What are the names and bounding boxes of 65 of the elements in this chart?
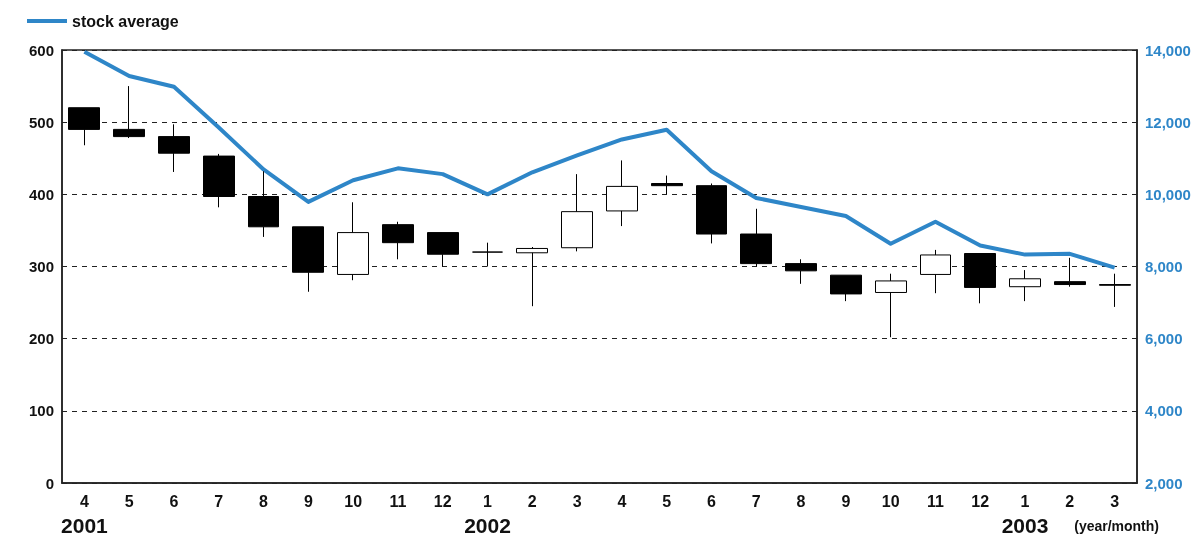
x-tick-label: 1 2003	[1001, 492, 1049, 537]
x-tick-label: 4 2001	[61, 492, 109, 537]
x-tick-label: 10	[344, 492, 363, 510]
x-tick-label: 9	[841, 492, 851, 510]
x-tick-label: 2	[527, 492, 537, 510]
candlestick	[382, 221, 414, 260]
candlestick	[203, 153, 235, 208]
candlestick	[292, 226, 324, 293]
x-tick-label: 5	[662, 492, 672, 510]
x-tick-label: 7	[751, 492, 761, 510]
x-tick-label: 8	[259, 492, 269, 510]
candlestick	[696, 183, 727, 244]
candlestick	[472, 242, 503, 267]
candlestick	[830, 274, 862, 302]
x-tick-label: 6	[169, 492, 179, 510]
x-tick-label: 4	[617, 492, 627, 510]
legend-label: stock average	[72, 12, 179, 30]
x-tick-label: 3	[572, 492, 582, 510]
candlestick	[1054, 257, 1086, 288]
x-tick-label: 2	[1065, 492, 1075, 510]
y-tick-label: 500	[28, 113, 54, 131]
x-tick-label: 3	[1110, 492, 1120, 510]
candlestick	[337, 201, 369, 281]
y2-tick-label: 2,000	[1145, 474, 1183, 492]
candlestick	[113, 85, 145, 139]
y-tick-label: 600	[28, 41, 54, 59]
candlestick	[561, 173, 593, 252]
x-tick-label: 5	[124, 492, 134, 510]
candlestick	[1009, 269, 1041, 302]
candlestick	[248, 170, 279, 238]
x-tick-label: 11	[926, 492, 944, 510]
candlestick	[606, 159, 638, 227]
x-tick-label: 8	[796, 492, 806, 510]
candlestick	[740, 208, 772, 267]
y-tick-label: 0	[45, 474, 54, 492]
candlestick	[516, 246, 548, 307]
y2-tick-label: 6,000	[1145, 330, 1183, 348]
line-series	[82, 49, 1117, 270]
candlestick	[1099, 273, 1131, 308]
y-tick-label: 300	[28, 258, 54, 275]
candlestick	[158, 123, 190, 173]
y2-tick-label: 10,000	[1145, 185, 1191, 203]
x-tick-label: 7	[214, 492, 224, 510]
y-tick-label: 400	[28, 185, 54, 203]
x-tick-label: 9	[303, 492, 313, 510]
candlestick	[785, 258, 817, 285]
text: (year/month)	[1074, 518, 1160, 534]
y2-tick-label: 14,000	[1145, 41, 1191, 59]
y-tick-label: 100	[28, 402, 54, 420]
candlestick	[427, 232, 459, 267]
candlestick	[651, 175, 683, 195]
x-tick-label: 11	[389, 492, 407, 510]
x-tick-label: 1 2002	[464, 492, 511, 537]
x-tick-label: 10	[881, 492, 900, 510]
candlestick	[875, 273, 907, 338]
y-tick-label: 200	[28, 330, 54, 348]
candlestick	[920, 249, 951, 294]
y2-tick-label: 12,000	[1145, 113, 1191, 131]
y2-tick-label: 4,000	[1145, 402, 1183, 420]
x-tick-label: 6	[707, 492, 717, 510]
x-tick-label: 12	[971, 492, 990, 510]
y2-tick-label: 8,000	[1145, 258, 1183, 275]
candlestick	[964, 253, 996, 304]
x-tick-label: 12	[433, 492, 452, 510]
candlestick	[68, 107, 100, 146]
